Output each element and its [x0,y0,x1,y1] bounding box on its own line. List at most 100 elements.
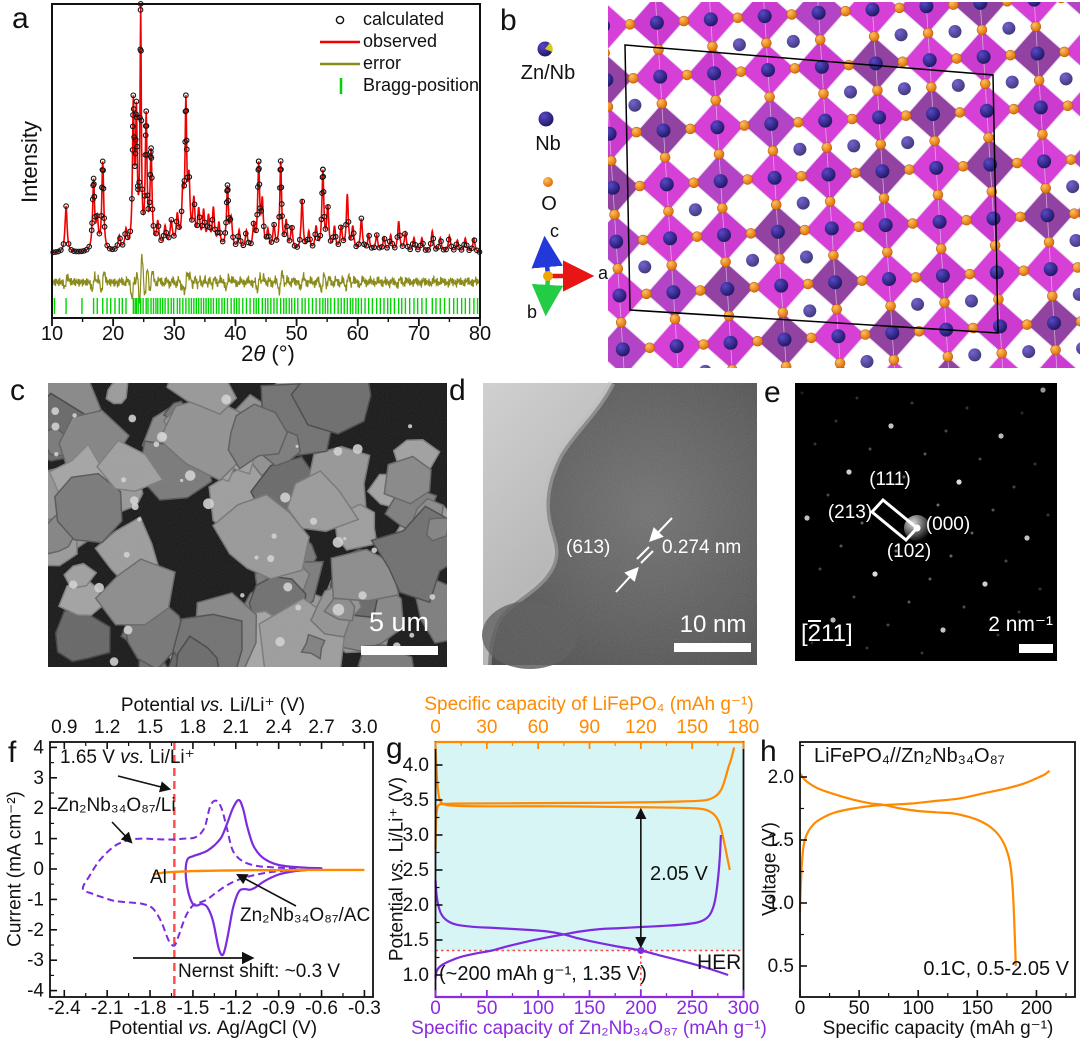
g-top-tick: 60 [528,717,549,738]
h-curve-charge [798,769,1051,912]
panel-h-label: h [760,735,777,768]
g-stability-window [436,743,743,951]
g-curve-2 [434,880,729,977]
d-spacing-label: 0.274 nm [662,537,742,558]
h-cell-title: LiFePO₄//Zn₂Nb₃₄O₈₇ [814,745,1005,767]
c-scalebar [361,646,438,655]
d-scalebar-label: 10 nm [679,611,747,638]
d-plane-label: (613) [566,537,611,558]
f-y-tick: 0 [33,859,44,880]
c-sem-image [48,383,447,667]
b-legend-o-label: O [541,193,557,215]
d-tem-image [482,381,757,669]
f-bottom-tick: -0.6 [305,998,338,1019]
g-bottom-tick: 300 [728,998,760,1019]
a-x-tick: 20 [102,323,124,345]
a-x-tick: 60 [347,323,369,345]
f-top-tick: 1.8 [180,717,206,738]
b-legend-znnb-label: Zn/Nb [520,62,576,84]
g-top-tick: 0 [430,717,441,738]
f-bottom-tick: -1.8 [134,998,167,1019]
h-x-tick: 200 [1021,998,1053,1019]
f-y-tick: 4 [33,737,44,758]
g-y-tick: 3.0 [403,825,429,846]
b-octahedra-lattice [608,2,1080,368]
a-legend-error: error [363,53,402,73]
d-scalebar [674,643,751,652]
e-zone-axis-label: [211] [801,620,853,647]
f-y-tick: -1 [27,889,44,910]
a-x-tick: 30 [163,323,185,345]
f-cv-plot: -2.4 -2.1 -1.8 -1.5 -1.2 -0.9 -0.6 -0.3 0.9 1.2 1.… [27,717,381,1019]
g-bottom-tick: 0 [430,998,441,1019]
g-top-tick: 90 [579,717,600,738]
g-annotation-capacity: (~200 mAh g⁻¹, 1.35 V) [439,963,647,985]
panel-d-label: d [449,374,466,407]
f-y-tick: -3 [27,950,44,971]
panel-g-label: g [386,732,403,765]
b-axis-c-label: c [550,221,559,241]
g-y-tick: 3.5 [403,790,429,811]
f-y-axis-title: Current (mA cm⁻²) [4,791,26,947]
g-top-tick: 180 [728,717,760,738]
h-curve-discharge [799,772,1017,967]
f-top-tick: 1.2 [94,717,120,738]
g-y-tick: 4.0 [403,755,429,776]
panel-f-label: f [8,736,17,769]
e-scalebar [1019,644,1053,653]
a-calculated-points [50,1,483,256]
h-y-tick: 1.0 [768,893,794,914]
f-annotation-165v: 1.65 V vs. Li/Li⁺ [60,747,195,768]
panel-e-label: e [764,376,781,409]
g-marked-point [637,947,645,954]
e-spot-102-label: (102) [886,541,932,562]
e-saed-image [795,383,1057,661]
a-x-tick: 10 [41,323,63,345]
f-y-tick: 3 [33,768,44,789]
f-top-tick: 2.7 [308,717,334,738]
a-xrd-plot: 10 20 30 40 50 60 70 80 [41,1,491,345]
panel-b-label: b [500,4,517,37]
e-spot-000-label: (000) [925,514,971,535]
a-legend-calculated: calculated [363,9,445,29]
e-spot-111-label: (111) [869,469,911,490]
f-bottom-tick: -1.2 [219,998,252,1019]
g-top-tick: 150 [676,717,708,738]
g-top-tick: 120 [625,717,657,738]
panel-c-label: c [10,374,25,407]
f-bottom-tick: -2.4 [48,998,81,1019]
a-legend-observed: observed [363,31,438,51]
g-bottom-tick: 250 [676,998,708,1019]
panel-a-label: a [12,2,29,35]
h-x-tick: 50 [849,998,870,1019]
g-annotation-her: HER [697,951,742,974]
f-top-tick: 0.9 [51,717,77,738]
f-top-tick: 2.1 [223,717,249,738]
a-x-tick: 70 [408,323,430,345]
h-x-axis-title: Specific capacity (mAh g⁻¹) [822,1018,1054,1039]
g-curve-0 [434,747,736,850]
b-crystal-structure [531,2,1080,368]
h-x-tick: 100 [902,998,934,1019]
g-bottom-tick: 150 [574,998,606,1019]
h-x-tick: 0 [795,998,806,1019]
f-annotation-znli: Zn₂Nb₃₄O₈₇/Li [57,795,176,816]
b-axis-a-label: a [598,263,609,283]
f-curve-1 [184,798,323,957]
c-scalebar-label: 5 um [368,607,430,637]
g-dual-axis-plot: 0 30 60 90 120 150 180 0 50 100 150 200 250 300 1.0 1.5… [403,717,760,1019]
h-condition-note: 0.1C, 0.5-2.05 V [923,958,1069,980]
b-unit-cell-box [624,44,999,334]
f-top-axis-title: Potential vs. Li/Li⁺ (V) [120,695,306,716]
g-bottom-axis-title: Specific capacity of Zn₂Nb₃₄O₈₇ (mAh g⁻¹… [411,1018,767,1039]
b-axis-b-label: b [527,302,538,322]
g-y-tick: 2.0 [403,895,429,916]
b-legend-nb-label: Nb [535,133,561,155]
a-x-tick: 80 [469,323,491,345]
h-fullcell-plot: 0 50 100 150 200 0.5 1.0 1.5 2.0 [768,741,1076,1019]
h-plot-frame [799,741,1076,998]
f-top-tick: 3.0 [351,717,377,738]
b-axes-triad [531,235,595,317]
